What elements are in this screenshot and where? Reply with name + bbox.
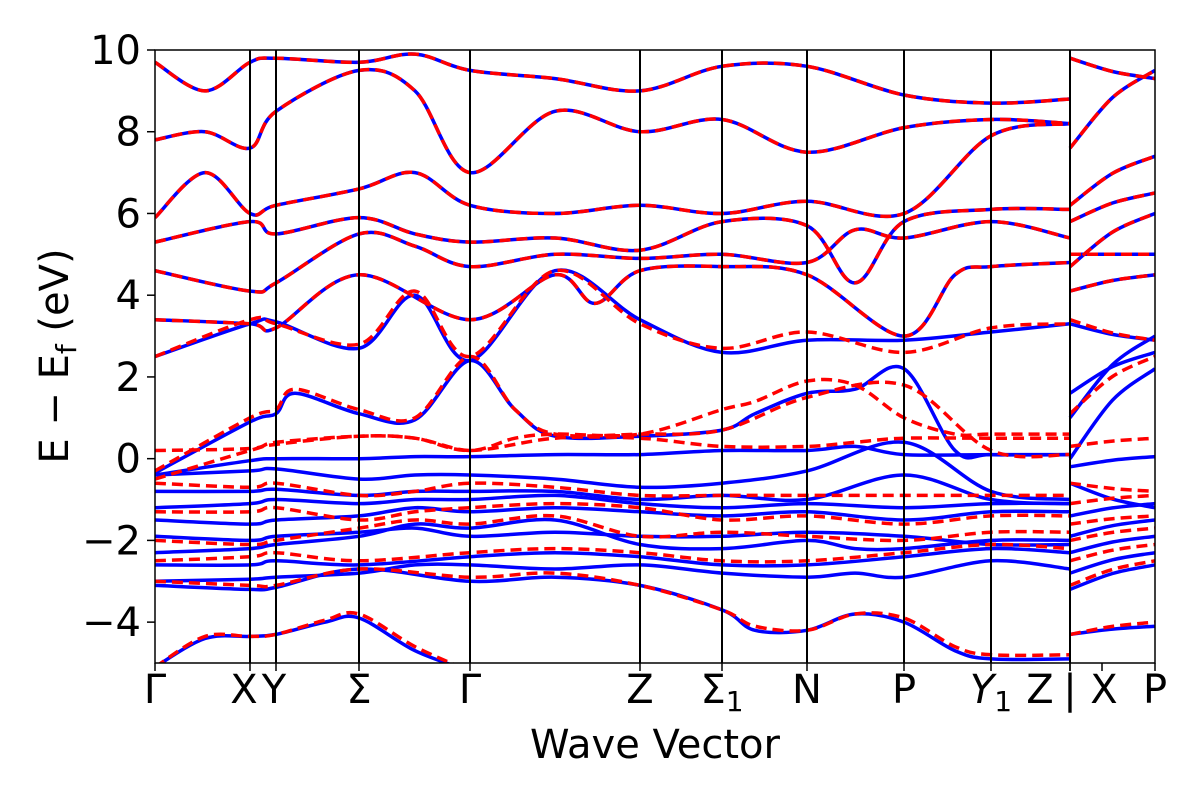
y-tick-label: 6 bbox=[116, 191, 141, 237]
dashed-band-line bbox=[155, 206, 1071, 285]
dashed-band-line bbox=[1069, 481, 1155, 494]
solid-band-line bbox=[1068, 154, 1155, 207]
solid-band-line bbox=[1069, 350, 1155, 395]
dashed-band-line bbox=[155, 354, 1071, 473]
x-axis-title: Wave Vector bbox=[530, 722, 781, 768]
dashed-band-line bbox=[1069, 493, 1155, 506]
dashed-band-line bbox=[1068, 68, 1155, 150]
x-tick-label: Σ1 bbox=[700, 667, 743, 718]
dashed-band-line bbox=[1069, 559, 1155, 588]
dashed-band-line bbox=[1069, 514, 1155, 526]
solid-band-line bbox=[1068, 211, 1155, 268]
dashed-band-line bbox=[155, 377, 1070, 453]
x-tick-label: X bbox=[1090, 667, 1117, 713]
dashed-band-line bbox=[155, 567, 1071, 658]
dashed-band-line bbox=[1069, 526, 1155, 543]
dashed-band-line bbox=[1069, 436, 1155, 449]
solid-band-line bbox=[1069, 563, 1155, 592]
dashed-band-line bbox=[1068, 154, 1155, 207]
solid-band-line bbox=[155, 52, 1071, 105]
solid-band-line bbox=[1068, 367, 1155, 460]
solid-band-line bbox=[1069, 534, 1155, 555]
solid-band-line bbox=[1069, 518, 1155, 538]
solid-band-line bbox=[1069, 454, 1155, 469]
x-tick-label: | bbox=[1063, 667, 1076, 713]
dashed-band-line bbox=[1068, 354, 1155, 416]
dashed-band-line bbox=[1069, 191, 1155, 224]
dashed-band-line bbox=[155, 52, 1071, 105]
solid-band-line bbox=[155, 558, 1071, 584]
plot-frame bbox=[154, 49, 1156, 664]
y-tick-label: −4 bbox=[82, 600, 141, 646]
x-tick-label: P bbox=[1143, 667, 1167, 713]
solid-band-line bbox=[1069, 550, 1155, 575]
x-tick-label: Γ bbox=[459, 667, 482, 713]
y-tick-label: −2 bbox=[82, 518, 141, 564]
dashed-band-line bbox=[1068, 211, 1155, 268]
y-tick-label: 8 bbox=[116, 110, 141, 156]
dashed-band-line bbox=[155, 434, 1070, 481]
dashed-band-line bbox=[1069, 56, 1155, 81]
dashed-band-line bbox=[155, 67, 1071, 175]
y-tick-label: 0 bbox=[116, 437, 141, 483]
y-tick-label: 4 bbox=[116, 273, 141, 319]
solid-band-line bbox=[155, 268, 1071, 363]
x-tick-label: Y1 bbox=[970, 667, 1012, 718]
x-tick-label: Y bbox=[261, 667, 287, 713]
x-tick-label: N bbox=[792, 667, 822, 713]
y-axis-title: E − Ef (eV) bbox=[32, 248, 83, 463]
solid-band-line bbox=[155, 67, 1071, 175]
dashed-band-line bbox=[1069, 318, 1155, 342]
high-symmetry-lines bbox=[249, 50, 1071, 663]
solid-band-line bbox=[1068, 68, 1155, 150]
x-tick-label: Z bbox=[1026, 667, 1053, 713]
x-tick-label: X bbox=[230, 667, 257, 713]
dashed-band-line bbox=[155, 121, 1071, 219]
x-tick-label: Γ bbox=[144, 667, 167, 713]
solid-band-line bbox=[1068, 334, 1155, 419]
dashed-band-line bbox=[1069, 620, 1155, 637]
dashed-band-line bbox=[1069, 542, 1155, 563]
solid-band-line bbox=[155, 444, 1070, 477]
y-tick-label: 2 bbox=[116, 355, 141, 401]
x-tick-label: Σ bbox=[346, 667, 371, 713]
dashed-band-line bbox=[158, 610, 456, 663]
x-tick-label: Z bbox=[626, 667, 653, 713]
x-tick-label: P bbox=[892, 667, 916, 713]
dashed-band-line bbox=[155, 260, 1071, 338]
y-tick-label: 10 bbox=[90, 28, 141, 74]
x-axis-ticks: Γ X Y Σ Γ Z Σ1 N P Y1 Z | X P bbox=[144, 663, 1167, 718]
dashed-band-line bbox=[1069, 273, 1155, 293]
y-axis-ticks: −4 −2 0 2 4 6 8 10 bbox=[82, 28, 155, 646]
solid-bands bbox=[155, 52, 1155, 663]
